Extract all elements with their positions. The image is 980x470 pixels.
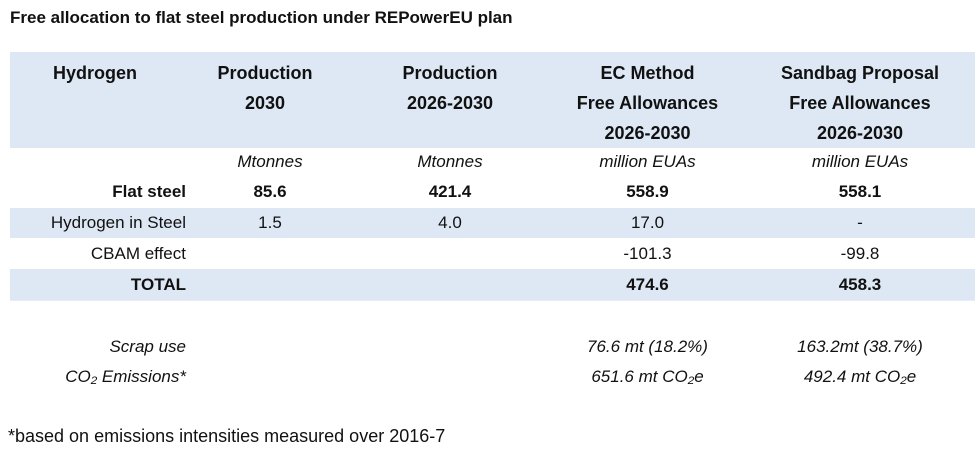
row-label: Hydrogen in Steel [50, 213, 186, 232]
footnote: *based on emissions intensities measured… [8, 426, 446, 446]
header-production-2026-2030: Production 2026-2030 [402, 63, 498, 113]
table-header: Hydrogen Production 2030 Production 2026-2… [10, 52, 975, 148]
cell: 558.1 [838, 181, 882, 201]
scrap-use-row: Scrap use 76.6 mt (18.2%) 163.2mt (38.7%… [10, 332, 975, 362]
cell: 421.4 [428, 181, 472, 201]
unit-cell: Mtonnes [417, 152, 483, 171]
cell: 458.3 [838, 274, 882, 294]
row-label: Flat steel [112, 181, 186, 201]
unit-cell: million EUAs [811, 152, 909, 171]
row-label: CBAM effect [90, 243, 186, 263]
total-row: TOTAL 474.6 458.3 [10, 269, 975, 300]
cell: - [857, 213, 863, 232]
table-title: Free allocation to flat steel production… [10, 8, 513, 27]
cell: 1.5 [258, 213, 282, 232]
table-row: Flat steel 85.6 421.4 558.9 558.1 [10, 176, 975, 207]
header-production-2030: Production 2030 [217, 63, 313, 113]
cell: 558.9 [626, 181, 669, 201]
row-label: Scrap use [109, 337, 186, 356]
row-label: TOTAL [130, 274, 186, 294]
cell: 492.4 mt CO₂e [803, 367, 917, 386]
cell: -99.8 [840, 243, 880, 263]
cell: 163.2mt (38.7%) [797, 337, 923, 356]
header-hydrogen: Hydrogen [52, 63, 137, 83]
cell: 4.0 [438, 213, 462, 232]
cell: 85.6 [253, 181, 287, 201]
table-row: CBAM effect -101.3 -99.8 [10, 238, 975, 269]
cell: 17.0 [630, 213, 665, 232]
cell: 651.6 mt CO₂e [591, 367, 704, 386]
table-row: Hydrogen in Steel 1.5 4.0 17.0 - [10, 208, 975, 238]
cell: -101.3 [623, 243, 672, 263]
header-sandbag-proposal: Sandbag Proposal Free Allowances 2026-2030 [780, 63, 940, 143]
cell: 474.6 [626, 274, 669, 294]
units-row: Mtonnes Mtonnes million EUAs million EUA… [10, 148, 975, 176]
row-label: CO₂ Emissions* [65, 367, 186, 386]
unit-cell: million EUAs [599, 152, 696, 171]
cell: 76.6 mt (18.2%) [587, 337, 708, 356]
co2-emissions-row: CO₂ Emissions* 651.6 mt CO₂e 492.4 mt CO… [10, 362, 975, 392]
divider [10, 300, 975, 301]
header-ec-method: EC Method Free Allowances 2026-2030 [576, 63, 719, 143]
unit-cell: Mtonnes [237, 152, 303, 171]
